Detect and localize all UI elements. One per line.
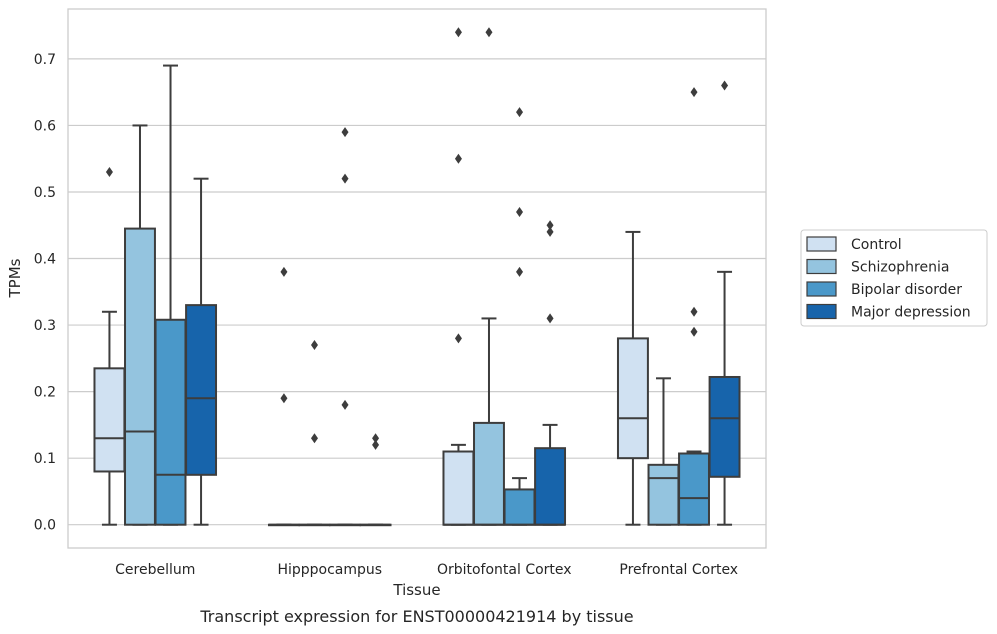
outlier-point (372, 439, 380, 450)
iqr-box (647, 463, 680, 526)
iqr-box (124, 227, 156, 526)
x-tick-label: Hipppocampus (277, 562, 382, 578)
outlier-point (372, 433, 380, 444)
box-group (267, 266, 300, 527)
outlier-point (280, 393, 288, 404)
legend-frame (800, 229, 988, 327)
outlier-point (310, 340, 318, 351)
box-group (329, 127, 361, 527)
box-plot-series (93, 27, 741, 527)
chart-caption: Transcript expression for ENST0000042191… (199, 607, 633, 626)
box-group (124, 124, 156, 526)
legend-label: Schizophrenia (851, 260, 949, 276)
outlier-point (690, 306, 698, 317)
y-axis-label: TPMs (6, 258, 24, 298)
legend-swatch (806, 258, 837, 275)
iqr-box (503, 488, 536, 526)
legend-swatch (806, 236, 837, 252)
outlier-point (341, 127, 349, 138)
outlier-point (690, 326, 698, 337)
y-tick-label: 0.7 (34, 52, 56, 68)
outlier-point (721, 80, 729, 91)
outlier-point (516, 266, 524, 277)
legend-swatch (806, 281, 837, 297)
iqr-box (534, 447, 567, 526)
y-tick-label: 0.1 (34, 451, 56, 467)
outlier-point (546, 220, 554, 231)
y-tick-label: 0.4 (34, 252, 56, 268)
iqr-box (473, 421, 505, 526)
outlier-point (516, 107, 524, 118)
outlier-point (454, 27, 462, 38)
outlier-point (280, 266, 288, 277)
iqr-box (708, 375, 741, 478)
box-group (616, 230, 649, 526)
y-axis-ticks: 0.0 0.1 0.2 0.3 0.4 0.5 0.6 0.7 (34, 52, 56, 534)
y-tick-label: 0.5 (34, 185, 56, 201)
outlier-point (546, 313, 554, 324)
outlier-point (310, 433, 318, 444)
box-group (442, 27, 475, 526)
box-group (154, 64, 187, 526)
outlier-point (454, 153, 462, 164)
outlier-point (341, 399, 349, 410)
box-group (647, 377, 680, 526)
iqr-box (185, 304, 218, 476)
iqr-box (616, 337, 649, 460)
box-group (93, 167, 126, 526)
outlier-point (516, 206, 524, 217)
box-group (534, 220, 567, 526)
plot-area-frame (67, 8, 767, 549)
x-tick-label: Prefrontal Cortex (619, 562, 738, 578)
iqr-box (154, 318, 187, 526)
box-group (185, 177, 218, 526)
iqr-box (442, 450, 475, 526)
outlier-point (105, 167, 113, 178)
outlier-point (485, 27, 493, 38)
box-group (473, 27, 505, 526)
y-tick-label: 0.0 (34, 518, 56, 534)
y-tick-label: 0.3 (34, 318, 56, 334)
outlier-point (690, 87, 698, 98)
iqr-box (678, 452, 710, 526)
box-group (708, 80, 741, 526)
iqr-box (93, 367, 126, 473)
legend-label: Control (851, 237, 902, 253)
legend: Control Schizophrenia Bipolar disorder Majo… (800, 229, 988, 327)
legend-label: Bipolar disorder (851, 282, 962, 298)
x-axis-label: Tissue (392, 581, 440, 599)
outlier-point (546, 226, 554, 237)
y-tick-label: 0.6 (34, 118, 56, 134)
x-axis-ticks: Cerebellum Hipppocampus Orbitofontal Corte… (115, 562, 738, 578)
legend-swatch (806, 303, 837, 320)
x-tick-label: Orbitofontal Cortex (437, 562, 572, 578)
outlier-point (341, 173, 349, 184)
box-group (678, 87, 710, 526)
legend-label: Major depression (851, 305, 971, 321)
box-group (298, 340, 331, 527)
box-group (503, 107, 536, 526)
box-group (359, 433, 392, 527)
x-tick-label: Cerebellum (115, 562, 195, 578)
y-tick-label: 0.2 (34, 385, 56, 401)
outlier-point (454, 333, 462, 344)
